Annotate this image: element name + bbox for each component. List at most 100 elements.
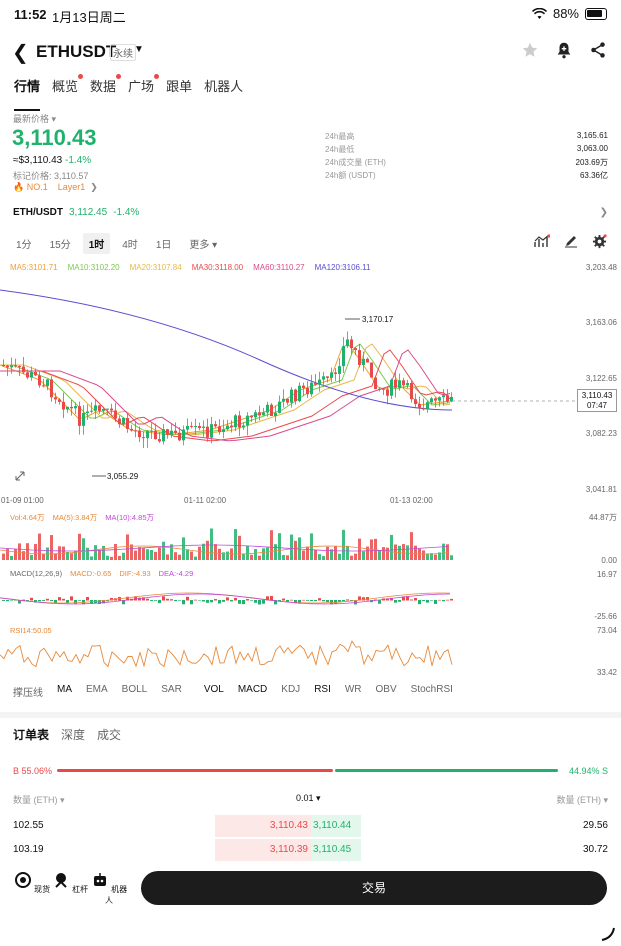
ask-depth-bar	[311, 839, 361, 861]
orderbook-row[interactable]: 103.19 3,110.39 3,110.45 30.72	[13, 839, 608, 861]
volume-bar	[38, 533, 41, 560]
star-icon[interactable]	[521, 41, 539, 59]
expand-icon[interactable]	[15, 471, 25, 481]
ma-legend: MA5:3101.71 MA10:3102.20 MA20:3107.84 MA30:…	[10, 263, 371, 272]
pair-dropdown-icon[interactable]: ▼	[134, 44, 144, 55]
tab-trades[interactable]: 成交	[97, 728, 122, 742]
candle-body	[66, 406, 69, 410]
section-divider	[0, 712, 621, 718]
bid-price: 3,110.43	[269, 820, 308, 831]
macd-bar	[138, 597, 141, 601]
resize-handle-icon[interactable]	[600, 926, 616, 942]
share-icon[interactable]	[589, 41, 607, 59]
rsi-chart	[0, 640, 453, 668]
indicator-sar[interactable]: SAR	[161, 684, 182, 695]
interval-4h[interactable]: 4时	[122, 240, 138, 251]
tab-orderbook[interactable]: 订单表	[13, 728, 50, 742]
indicator-ma[interactable]: MA	[57, 684, 72, 695]
macd-bar	[318, 598, 321, 601]
interval-more[interactable]: 更多 ▾	[189, 240, 218, 251]
candle-body	[198, 426, 201, 428]
candle-body	[330, 372, 333, 378]
tab-data[interactable]: 数据	[90, 74, 122, 102]
rsi-axis-label: 33.42	[596, 668, 617, 677]
indicator-vol[interactable]: VOL	[203, 684, 224, 695]
alert-bell-icon[interactable]	[555, 41, 573, 59]
bot-button[interactable]: 机器人	[89, 871, 129, 906]
ma-legend-item: MA30:3118.00	[191, 263, 244, 272]
trade-button[interactable]: 交易	[141, 871, 607, 905]
settings-gear-icon[interactable]	[592, 234, 607, 249]
tab-depth[interactable]: 深度	[61, 728, 86, 742]
tab-market[interactable]: 行情	[14, 76, 40, 111]
precision-selector[interactable]: 0.01 ▾	[296, 793, 321, 803]
back-arrow-icon[interactable]: ❮	[12, 42, 29, 64]
macd-bar	[26, 600, 29, 601]
ma-legend-item: MA10:3102.20	[67, 263, 120, 272]
volume-bar	[326, 546, 329, 560]
rank-tag[interactable]: 🔥 NO.1	[13, 182, 48, 192]
bid-qty-header[interactable]: 数量 (ETH) ▾	[13, 795, 65, 805]
volume-bar	[18, 543, 21, 560]
layer-tag[interactable]: Layer1 ❯	[58, 182, 98, 193]
candle-body	[382, 388, 385, 390]
volume-bar	[434, 554, 437, 560]
orderbook-row[interactable]: 102.55 3,110.43 3,110.44 29.56	[13, 815, 608, 837]
indicator-wr[interactable]: WR	[344, 684, 362, 695]
indicator-rsi[interactable]: RSI	[314, 684, 331, 695]
ask-qty-header[interactable]: 数量 (ETH) ▾	[556, 795, 608, 805]
volume-legend-item: MA(10):4.85万	[105, 513, 154, 522]
tab-square[interactable]: 广场	[128, 74, 160, 102]
candle-body	[362, 358, 365, 365]
macd-bar	[310, 600, 313, 602]
volume-bar	[330, 549, 333, 560]
orderbook-tabs: 订单表 深度 成交	[13, 726, 121, 743]
interval-1d[interactable]: 1日	[155, 240, 172, 251]
interval-1h[interactable]: 1时	[82, 233, 111, 254]
indicator-ema[interactable]: EMA	[86, 684, 108, 695]
stat-value: 203.69万	[575, 158, 608, 167]
tab-copy-trading[interactable]: 跟单	[166, 76, 192, 102]
macd-bar	[170, 599, 173, 601]
macd-bar	[426, 600, 429, 603]
tab-bots[interactable]: 机器人	[204, 76, 243, 102]
macd-bar	[162, 596, 165, 601]
pair-title[interactable]: ETHUSDT	[36, 42, 117, 61]
candle-body	[438, 397, 441, 401]
candle-body	[430, 398, 433, 403]
price-change: -1.4%	[65, 155, 92, 166]
last-price-label[interactable]: 最新价格 ▾	[13, 114, 57, 124]
volume-bar	[422, 550, 425, 560]
macd-bar	[190, 600, 193, 605]
candle-body	[370, 362, 373, 378]
stat-row: 24h最低 3,063.00	[325, 144, 608, 157]
macd-bar	[106, 600, 109, 602]
indicator-obv[interactable]: OBV	[375, 684, 397, 695]
spot-button[interactable]: 现货	[12, 871, 52, 895]
interval-15m[interactable]: 15分	[49, 240, 71, 251]
candle-body	[314, 382, 317, 385]
robot-icon	[93, 873, 106, 886]
ma-legend-item: MA60:3110.27	[253, 263, 305, 272]
spot-price-row[interactable]: ETH/USDT 3,112.45 -1.4% ❯	[13, 207, 608, 218]
ask-qty: 29.56	[582, 820, 608, 831]
indicator-icon[interactable]	[534, 234, 550, 248]
macd-bar	[298, 600, 301, 604]
indicator-support-resistance[interactable]: 撑压线	[13, 688, 43, 699]
interval-1m[interactable]: 1分	[16, 240, 32, 251]
indicator-macd[interactable]: MACD	[237, 684, 268, 695]
spot-icon	[14, 872, 31, 888]
macd-bar	[238, 600, 241, 604]
volume-bar	[226, 551, 229, 560]
draw-pencil-icon[interactable]	[564, 234, 578, 248]
macd-bar	[338, 600, 341, 603]
margin-button[interactable]: 杠杆	[50, 871, 90, 895]
tab-overview[interactable]: 概览	[52, 74, 84, 102]
indicator-stochrsi[interactable]: StochRSI	[410, 684, 453, 695]
candle-body	[58, 399, 61, 402]
indicator-kdj[interactable]: KDJ	[281, 684, 301, 695]
macd-bar	[62, 598, 65, 601]
candlestick-chart[interactable]: 3,170.17 3,055.29	[0, 270, 578, 500]
volume-bar	[406, 545, 409, 560]
indicator-boll[interactable]: BOLL	[121, 684, 148, 695]
